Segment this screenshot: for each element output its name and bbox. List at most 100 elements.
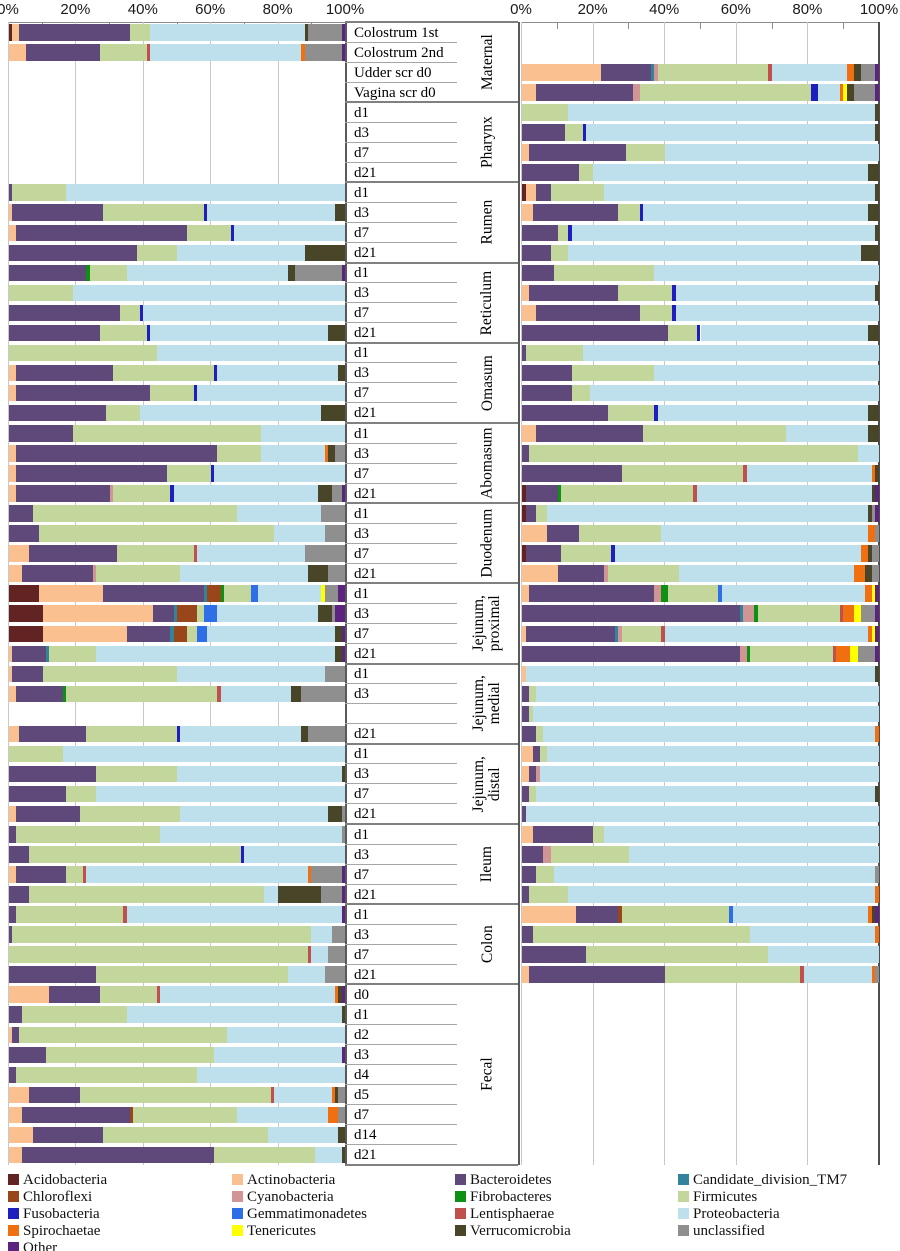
bar-segment-Cyanobacteria <box>618 625 622 642</box>
bar-segment-Proteobacteria <box>804 966 872 983</box>
bar-segment-Other <box>341 1046 345 1064</box>
group-separator <box>345 21 518 23</box>
legend-swatch-icon <box>455 1191 466 1202</box>
bar-segment-Lentisphaerae <box>661 625 665 642</box>
bar-segment-Proteobacteria <box>568 886 876 903</box>
row-separator <box>345 382 457 384</box>
bar-segment-Firmicutes <box>550 846 630 863</box>
bar-segment-Other <box>875 505 879 522</box>
bar-segment-Chloroflexi <box>173 625 188 642</box>
bar-segment-Fibrobacteres <box>220 585 225 602</box>
bar-segment-Firmicutes <box>96 565 181 582</box>
bar-segment-Spirochaetae <box>334 986 339 1003</box>
bar-segment-Proteobacteria <box>180 805 329 823</box>
bar-segment-Bacteroidetes <box>9 846 30 863</box>
row-label: d21 <box>354 245 377 262</box>
left-axis-tick-label: 20% <box>60 1 91 18</box>
bar-segment-Bacteroidetes <box>12 645 46 663</box>
bar-segment-Actinobacteria <box>522 64 601 81</box>
bar-segment-Firmicutes <box>539 745 547 763</box>
bar-segment-Firmicutes <box>15 1066 198 1084</box>
bar-segment-Bacteroidetes <box>522 264 555 282</box>
bar-segment-Candidate_division_TM7 <box>45 645 50 663</box>
label-column-left-border <box>345 22 347 1165</box>
bar-segment-Proteobacteria <box>857 445 879 462</box>
legend-item: unclassified <box>678 1223 765 1240</box>
bar-segment-Other <box>341 645 345 663</box>
legend-swatch-icon <box>8 1174 19 1185</box>
bar-segment-Actinobacteria <box>42 625 127 642</box>
row-label: d7 <box>354 946 369 963</box>
group-label-text: Colon <box>478 925 496 964</box>
row-label: d3 <box>354 605 369 622</box>
group-label: Duodenum <box>457 503 518 583</box>
row-label: d7 <box>354 786 369 803</box>
bar-segment-Firmicutes <box>9 344 157 362</box>
bar-segment-Proteobacteria <box>696 485 872 502</box>
legend-item: Fibrobacteres <box>455 1189 552 1206</box>
bar-segment-Actinobacteria <box>9 485 16 502</box>
legend-item: Lentisphaerae <box>455 1206 554 1223</box>
left-gridline <box>8 22 9 1165</box>
bar-segment-Firmicutes <box>586 946 769 963</box>
bar-segment-Fusobacteria <box>230 224 235 241</box>
bar-segment-Proteobacteria <box>220 685 292 703</box>
bar-segment-Actinobacteria <box>522 906 576 923</box>
bar-segment-Firmicutes <box>66 685 218 703</box>
right-axis-minor-tick <box>628 22 630 29</box>
group-column-right-border <box>518 22 520 1165</box>
bar-segment-Spirochaetae <box>301 44 305 61</box>
bar-segment-Bacteroidetes <box>15 384 151 402</box>
bar-segment-Tenericutes <box>854 605 862 622</box>
bar-segment-Other <box>875 64 879 81</box>
bar-segment-Bacteroidetes <box>9 404 107 422</box>
bar-segment-Verrucomicrobia <box>291 685 302 703</box>
legend-swatch-icon <box>232 1225 243 1236</box>
bar-segment-Verrucomicrobia <box>338 986 342 1003</box>
bar-segment-Bacteroidetes <box>25 44 100 61</box>
bar-segment-Spirochaetae <box>868 525 876 542</box>
group-separator <box>345 101 518 104</box>
bar-segment-Verrucomicrobia <box>304 24 309 41</box>
legend-item: Candidate_division_TM7 <box>678 1172 847 1189</box>
bar-segment-Firmicutes <box>129 24 151 41</box>
bar-segment-Firmicutes <box>99 986 157 1003</box>
legend-swatch-icon <box>678 1225 689 1236</box>
row-separator <box>345 462 457 464</box>
bar-segment-Proteobacteria <box>197 384 345 402</box>
bar-segment-Firmicutes <box>607 565 680 582</box>
bar-segment-Actinobacteria <box>9 545 30 562</box>
bar-segment-Bacteroidetes <box>9 785 67 803</box>
bar-segment-unclassified <box>861 64 876 81</box>
row-label: d3 <box>354 365 369 382</box>
bar-segment-Bacteroidetes <box>522 224 558 241</box>
row-label: d1 <box>354 746 369 763</box>
bar-segment-Proteobacteria <box>180 725 302 743</box>
bar-segment-Firmicutes <box>757 605 840 622</box>
bar-segment-Firmicutes <box>571 364 655 382</box>
group-label: Colon <box>457 904 518 984</box>
bar-segment-Proteobacteria <box>568 104 876 121</box>
row-separator <box>345 362 457 364</box>
bar-segment-Bacteroidetes <box>522 124 565 141</box>
bar-segment-Other <box>341 866 345 883</box>
bar-segment-Bacteroidetes <box>536 184 551 201</box>
bar-segment-Actinobacteria <box>9 725 20 743</box>
bar-segment-Fusobacteria <box>177 725 181 743</box>
bar-segment-Bacteroidetes <box>600 64 651 81</box>
row-label: d7 <box>354 225 369 241</box>
row-separator <box>345 843 457 845</box>
bar-segment-Actinobacteria <box>39 585 104 602</box>
bar-segment-Verrucomicrobia <box>301 725 309 743</box>
bar-segment-Proteobacteria <box>568 244 862 262</box>
bar-segment-Lentisphaerae <box>123 906 127 923</box>
bar-segment-unclassified <box>857 645 876 663</box>
bar-segment-Bacteroidetes <box>522 465 622 482</box>
bar-segment-Verrucomicrobia <box>868 164 879 181</box>
legend-label: Actinobacteria <box>247 1172 336 1188</box>
bar-segment-Bacteroidetes <box>9 826 16 843</box>
bar-segment-Actinobacteria <box>525 184 537 201</box>
bar-segment-Actinobacteria <box>522 304 537 322</box>
bar-segment-Firmicutes <box>639 304 672 322</box>
right-axis-minor-tick <box>700 22 701 29</box>
